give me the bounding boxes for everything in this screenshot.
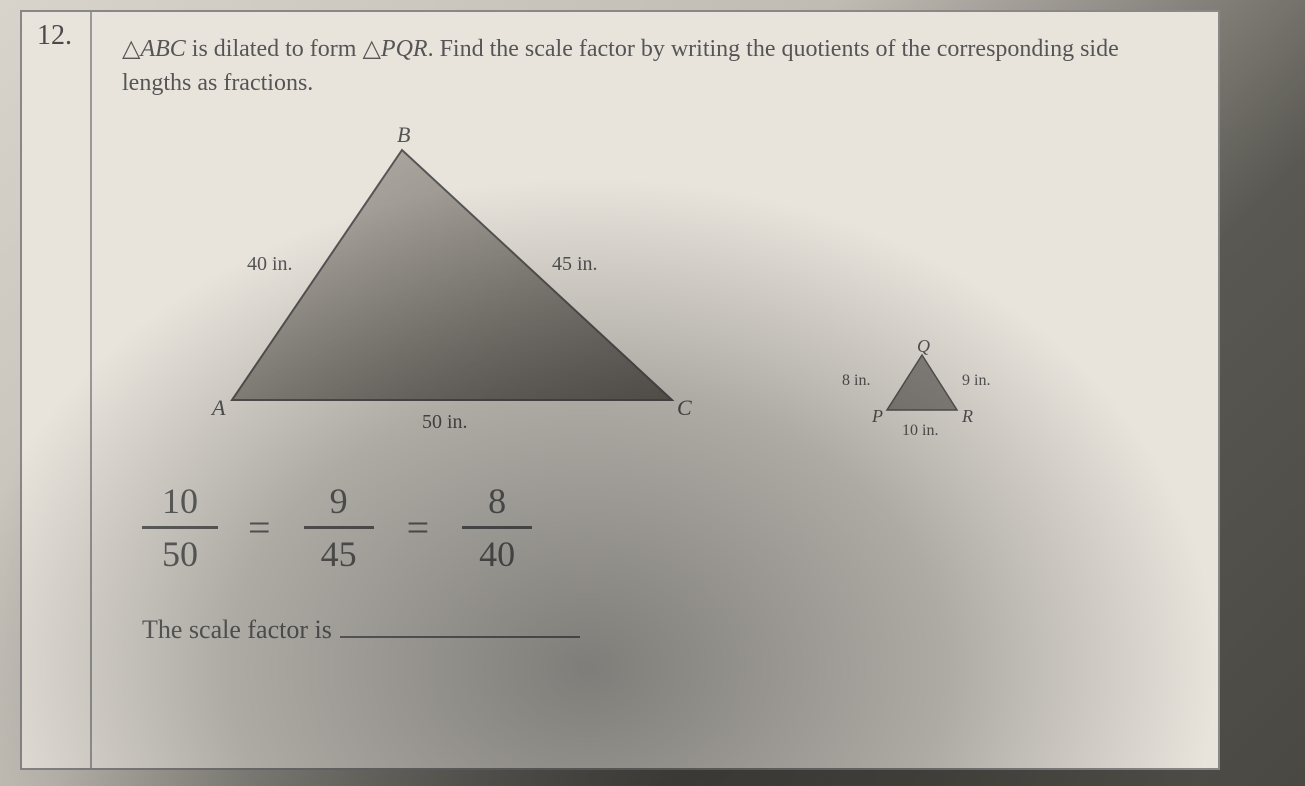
vertex-b-label: B — [397, 122, 410, 147]
fraction-2: 9 45 — [301, 480, 377, 575]
small-triangle-shape — [887, 355, 957, 410]
problem-statement: △ABC is dilated to form △PQR. Find the s… — [122, 32, 1188, 100]
fraction-3-denominator: 40 — [459, 529, 535, 575]
triangle-symbol: △ — [122, 35, 140, 62]
diagram-area: B A C 40 in. 45 in. 50 in. Q P R 8 in. 9… — [122, 120, 1188, 460]
fraction-2-denominator: 45 — [301, 529, 377, 575]
answer-label: The scale factor is — [142, 615, 332, 645]
fraction-1-numerator: 10 — [142, 480, 218, 529]
vertex-a-label: A — [210, 395, 226, 420]
problem-text-segment: is dilated to form — [186, 36, 363, 62]
triangle-symbol: △ — [362, 35, 380, 62]
vertex-c-label: C — [677, 395, 692, 420]
triangle-name-pqr: PQR — [381, 36, 428, 62]
fraction-2-numerator: 9 — [304, 480, 374, 529]
side-pr-label: 10 in. — [902, 422, 938, 439]
fraction-3: 8 40 — [459, 480, 535, 575]
fraction-3-numerator: 8 — [462, 480, 532, 529]
vertex-p-label: P — [871, 406, 883, 426]
fraction-equation: 10 50 = 9 45 = 8 40 — [142, 480, 1188, 575]
content-area: △ABC is dilated to form △PQR. Find the s… — [92, 12, 1218, 768]
answer-line: The scale factor is — [142, 615, 1188, 645]
side-bc-label: 45 in. — [552, 253, 598, 275]
worksheet-page: 12. △ABC is dilated to form △PQR. Find t… — [20, 10, 1220, 770]
problem-number: 12. — [37, 20, 72, 52]
equals-sign: = — [407, 504, 430, 551]
side-ab-label: 40 in. — [247, 253, 293, 275]
side-qr-label: 9 in. — [962, 372, 990, 389]
fraction-1: 10 50 — [142, 480, 218, 575]
large-triangle-diagram: B A C 40 in. 45 in. 50 in. — [172, 120, 732, 450]
fraction-1-denominator: 50 — [142, 529, 218, 575]
small-triangle-diagram: Q P R 8 in. 9 in. 10 in. — [822, 340, 1022, 450]
answer-blank[interactable] — [340, 636, 580, 638]
side-ac-label: 50 in. — [422, 411, 468, 433]
problem-number-cell: 12. — [22, 12, 92, 768]
vertex-q-label: Q — [917, 340, 930, 356]
large-triangle-shape — [232, 150, 672, 400]
equals-sign: = — [248, 504, 271, 551]
vertex-r-label: R — [961, 406, 973, 426]
triangle-name-abc: ABC — [140, 36, 185, 62]
side-pq-label: 8 in. — [842, 372, 870, 389]
